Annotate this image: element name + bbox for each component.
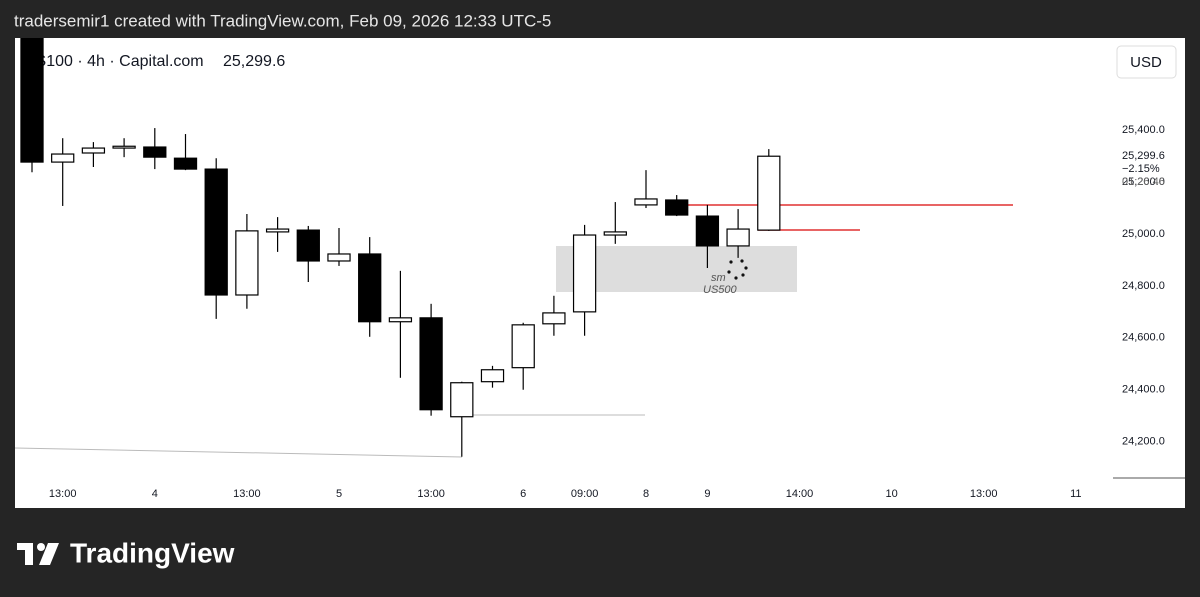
candle-body xyxy=(358,253,382,323)
candle-body xyxy=(265,228,290,233)
candle-body xyxy=(112,145,136,149)
x-tick-label: 14:00 xyxy=(786,488,814,500)
candle-body xyxy=(143,146,167,158)
last-price: 25,299.6 xyxy=(223,53,285,70)
currency-button[interactable] xyxy=(1116,45,1177,79)
candle-body xyxy=(695,215,720,247)
y-tick-label: 24,600.0 xyxy=(1122,332,1165,344)
candle-body xyxy=(173,157,198,170)
candle-body xyxy=(51,153,75,163)
x-tick-label: 13:00 xyxy=(233,488,261,500)
candle-body xyxy=(327,253,351,262)
annotation: sm xyxy=(711,272,726,284)
y-tick-label: 24,400.0 xyxy=(1122,384,1165,396)
candle-body xyxy=(542,312,566,325)
x-tick-label: 5 xyxy=(336,488,342,500)
countdown: 01:26:46 xyxy=(1122,176,1165,188)
change-label: −2.15% xyxy=(1122,163,1160,175)
symbol-title: US100 · 4h · Capital.com xyxy=(24,53,204,70)
logo xyxy=(17,543,59,565)
x-tick-label: 11 xyxy=(1070,488,1081,500)
candle-body xyxy=(757,155,781,231)
y-tick-label: 25,200.0 xyxy=(1122,176,1165,188)
x-tick-label: 13:00 xyxy=(49,488,77,500)
y-tick-label: 25,000.0 xyxy=(1122,228,1165,240)
x-tick-label: 6 xyxy=(520,488,526,500)
candle-body xyxy=(81,147,106,154)
candle-body xyxy=(665,199,689,216)
price-label: 25,299.6 xyxy=(1122,150,1165,162)
y-tick-label: 24,800.0 xyxy=(1122,280,1165,292)
annotation: US500 xyxy=(703,284,738,296)
x-tick-label: 10 xyxy=(885,488,897,500)
currency[interactable]: USD xyxy=(1130,54,1162,71)
candle-body xyxy=(204,168,228,296)
x-tick-label: 8 xyxy=(643,488,649,500)
candle-body xyxy=(388,317,413,323)
candle-body xyxy=(634,198,658,206)
y-tick-label: 25,400.0 xyxy=(1122,124,1165,136)
x-tick-label: 09:00 xyxy=(571,488,599,500)
candle-body xyxy=(511,324,535,369)
candle-body xyxy=(235,230,259,296)
y-tick-label: 24,200.0 xyxy=(1122,436,1165,448)
candle-body xyxy=(296,229,320,262)
x-tick-label: 13:00 xyxy=(417,488,445,500)
header: tradersemir1 created with TradingView.co… xyxy=(14,11,551,30)
candle-body xyxy=(603,231,627,236)
x-tick-label: 4 xyxy=(152,488,158,500)
x-tick-label: 9 xyxy=(704,488,710,500)
legend: US100 · 4h · Capital.com 25,299.6 xyxy=(24,53,285,70)
plot xyxy=(20,38,781,457)
candle-body xyxy=(20,38,44,163)
dot-icon xyxy=(727,259,748,280)
x-tick-label: 13:00 xyxy=(970,488,998,500)
candle-body xyxy=(450,382,474,418)
trend-line xyxy=(14,447,463,458)
brand: TradingView xyxy=(70,537,235,568)
candle-body xyxy=(480,369,505,383)
candle-body xyxy=(726,228,750,247)
candle-body xyxy=(572,234,597,313)
candle-body xyxy=(419,317,443,411)
